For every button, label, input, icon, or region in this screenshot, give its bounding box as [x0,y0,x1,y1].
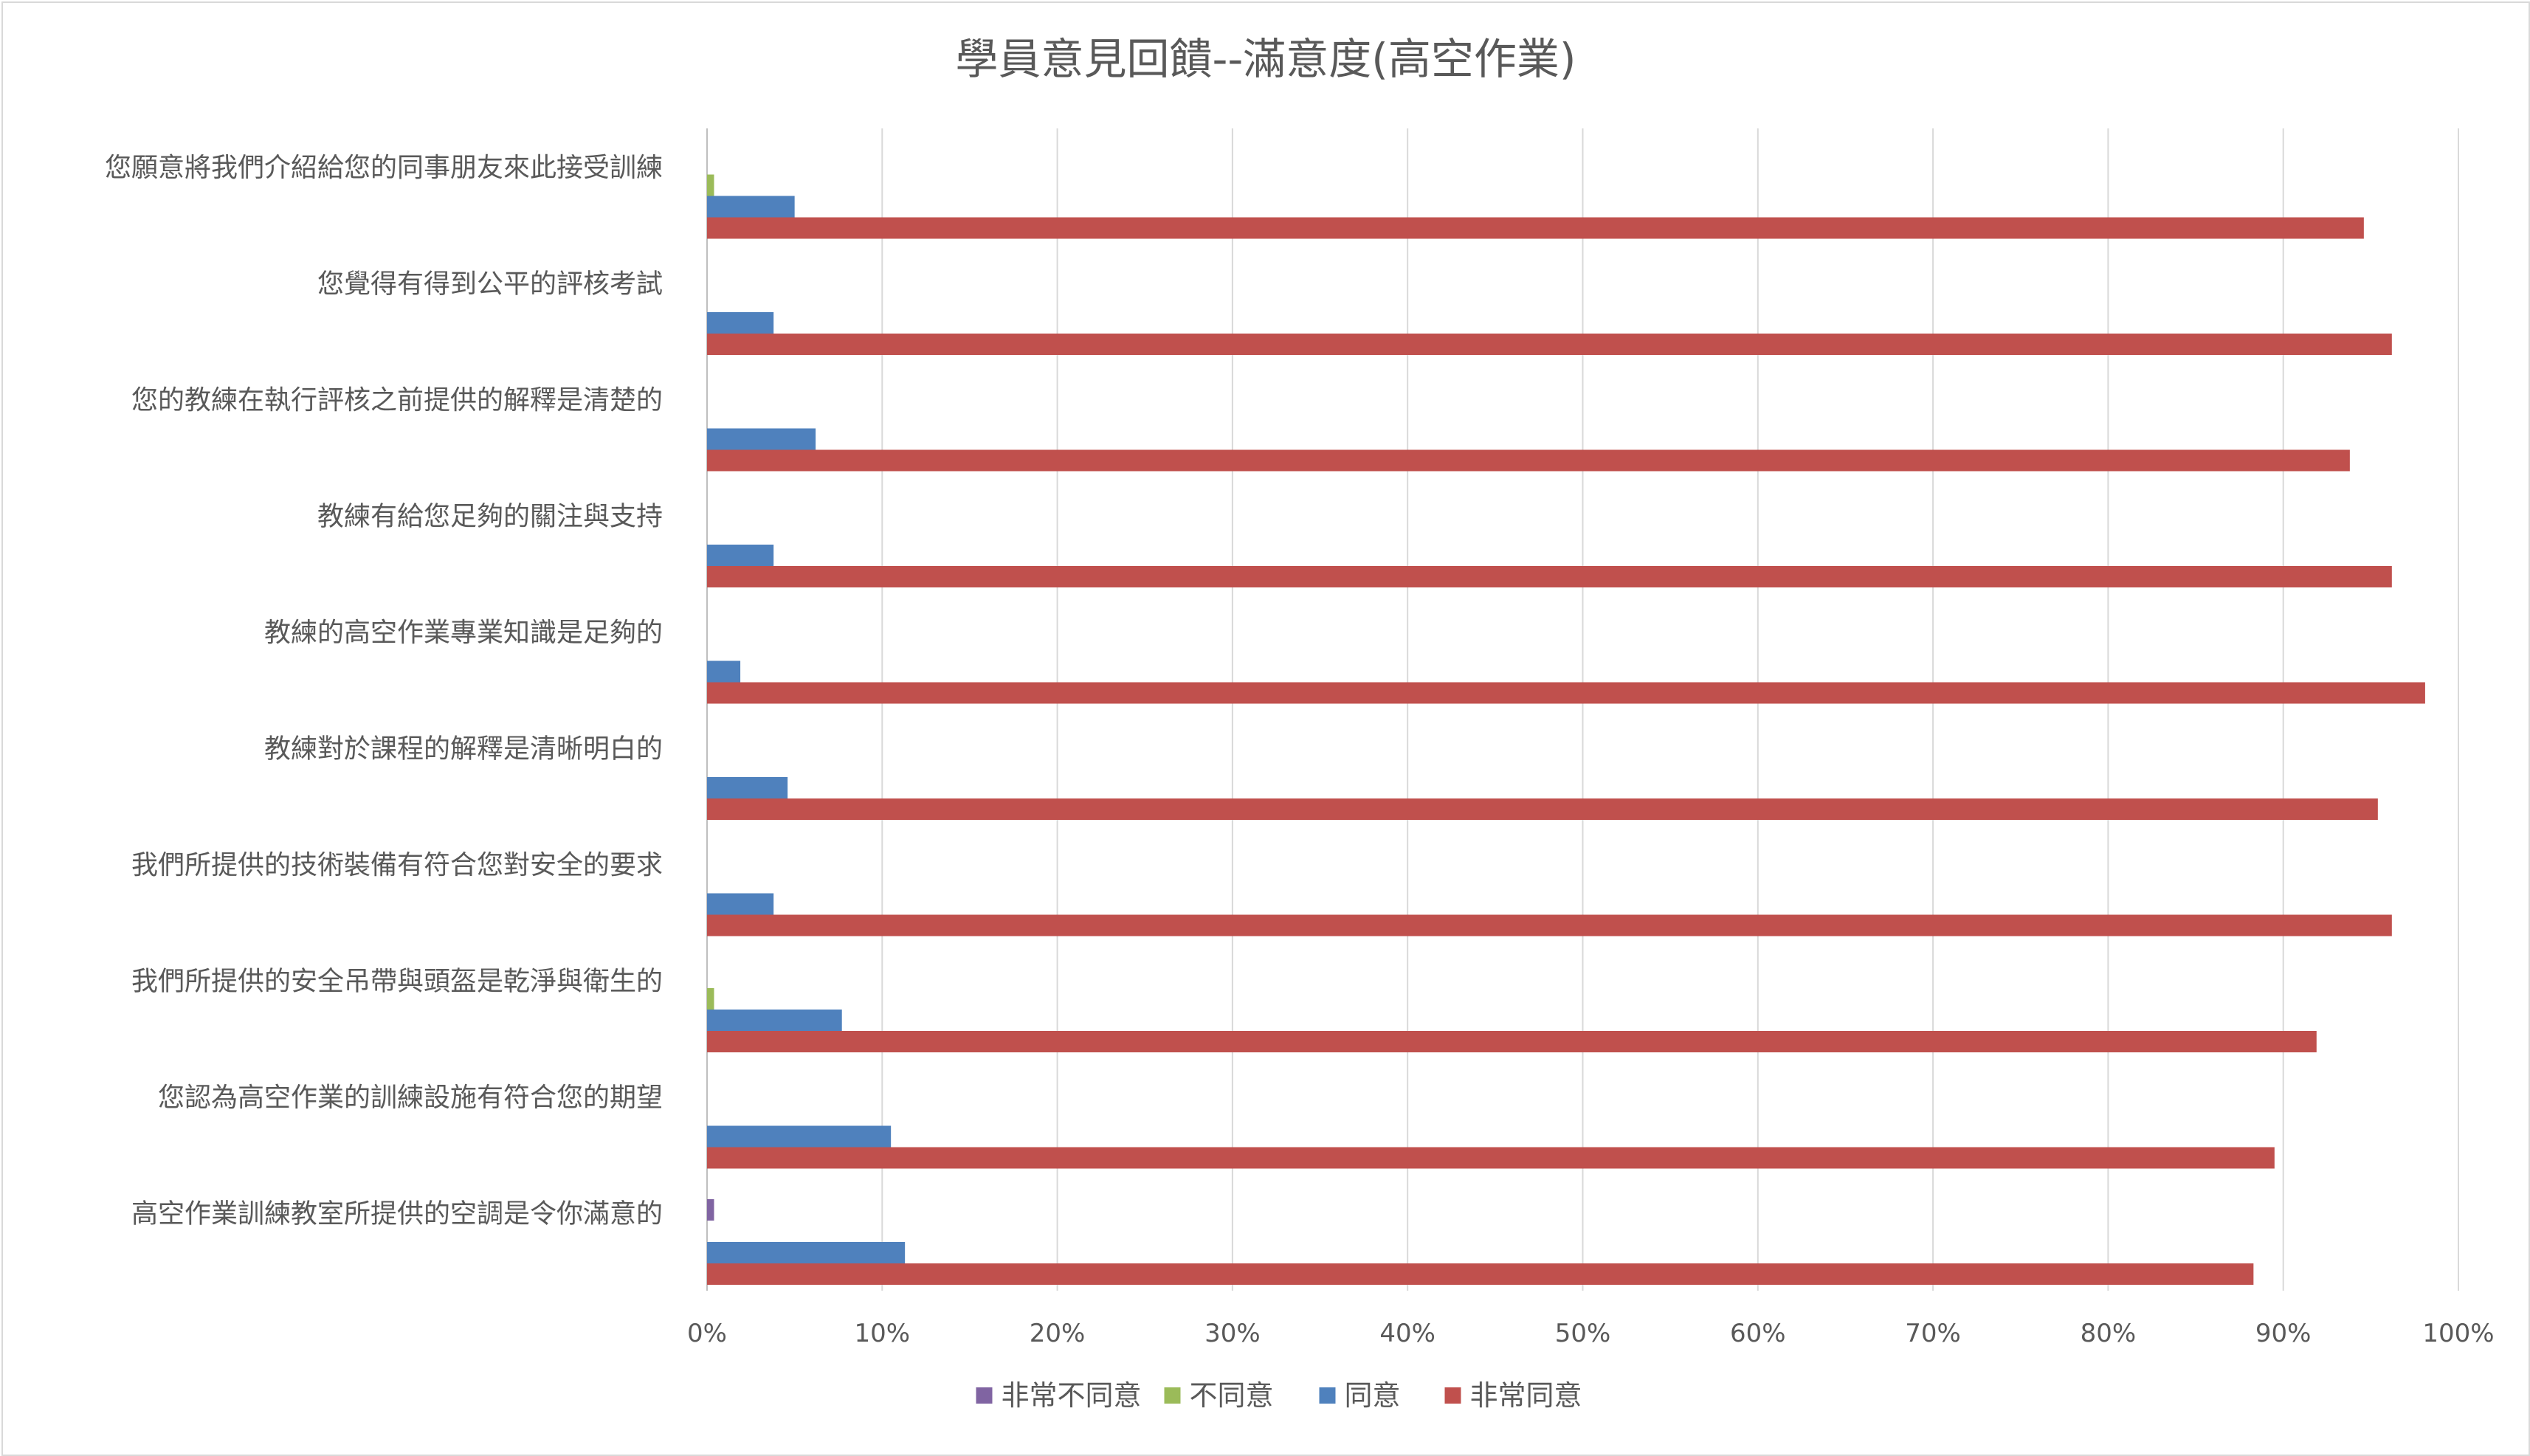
legend-swatch [976,1387,993,1404]
category-label: 高空作業訓練教室所提供的空調是令你滿意的 [131,1198,663,1229]
legend-label: 同意 [1345,1379,1401,1412]
bar [707,1242,906,1263]
category-label: 我們所提供的安全吊帶與頭盔是乾淨與衛生的 [131,966,663,996]
category-label: 教練的高空作業專業知識是足夠的 [264,618,663,648]
x-tick-label: 10% [855,1319,911,1348]
legend-label: 不同意 [1190,1379,1274,1412]
legend-swatch [1444,1387,1461,1404]
x-tick-label: 60% [1730,1319,1786,1348]
legend-swatch [1319,1387,1336,1404]
bar [707,566,2392,587]
x-tick-label: 90% [2255,1319,2312,1348]
legend-label: 非常不同意 [1002,1379,1142,1412]
bar [707,914,2392,936]
bar [707,1199,714,1221]
category-label: 我們所提供的技術裝備有符合您對安全的要求 [131,850,663,880]
bars [707,174,2425,1285]
legend: 非常不同意 不同意 同意 非常同意 [976,1379,1582,1412]
gridlines [706,128,2459,1291]
legend-label: 非常同意 [1470,1379,1582,1412]
satisfaction-bar-chart: 學員意見回饋--滿意度(高空作業) 0% 10% 20% 30% 40% 50% 60% 70… [105,34,2495,1412]
x-tick-label: 70% [1905,1319,1961,1348]
bar [707,988,714,1010]
bar [707,1031,2317,1052]
category-label: 您願意將我們介紹給您的同事朋友來此接受訓練 [105,153,663,183]
x-tick-label: 100% [2422,1319,2494,1348]
x-tick-label: 20% [1030,1319,1086,1348]
x-tick-label: 30% [1204,1319,1261,1348]
bar [707,449,2350,472]
x-tick-label: 80% [2081,1319,2137,1348]
legend-swatch [1164,1387,1181,1404]
category-label: 您覺得有得到公平的評核考試 [317,269,663,299]
bar [707,545,774,566]
category-label: 教練有給您足夠的關注與支持 [317,501,663,531]
bar [707,312,774,334]
category-axis: 您願意將我們介紹給您的同事朋友來此接受訓練您覺得有得到公平的評核考試您的教練在執… [105,153,663,1229]
bar [707,1125,892,1148]
bar [707,334,2392,355]
bar [707,217,2364,239]
bar [707,428,816,450]
category-label: 您認為高空作業的訓練設施有符合您的期望 [158,1083,663,1113]
x-tick-label: 0% [687,1319,727,1348]
bar [707,196,795,218]
x-axis: 0% 10% 20% 30% 40% 50% 60% 70% 80% 90% 100% [687,1319,2495,1348]
bar [707,777,788,798]
x-tick-label: 40% [1379,1319,1435,1348]
category-label: 教練對於課程的解釋是清晰明白的 [264,734,663,764]
bar [707,682,2425,704]
bar [707,174,714,196]
bar [707,1010,842,1031]
bar [707,1263,2254,1285]
chart-title: 學員意見回饋--滿意度(高空作業) [955,34,1576,84]
bar [707,798,2378,820]
bar [707,660,741,683]
bar [707,1147,2275,1169]
bar [707,893,774,915]
category-label: 您的教練在執行評核之前提供的解釋是清楚的 [131,385,663,415]
x-tick-label: 50% [1555,1319,1611,1348]
